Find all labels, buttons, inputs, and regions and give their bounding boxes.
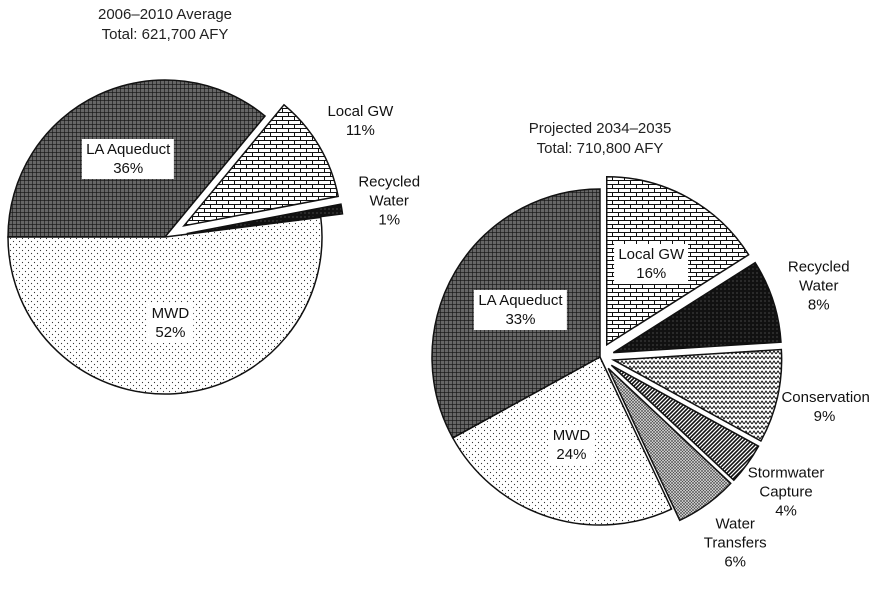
category-label: LA Aqueduct bbox=[478, 291, 563, 309]
value-label: 11% bbox=[345, 122, 375, 140]
value-label: 6% bbox=[724, 553, 747, 571]
slice-label: LA Aqueduct 36% bbox=[82, 138, 175, 179]
category-label: Recycled Water bbox=[787, 258, 850, 295]
category-label: Recycled Water bbox=[358, 173, 421, 210]
slice-label: MWD 52% bbox=[147, 303, 194, 344]
value-label: 1% bbox=[378, 211, 401, 229]
slice-label: Conservation 9% bbox=[781, 388, 870, 426]
chart-title: Projected 2034–2035 bbox=[528, 120, 672, 137]
pie-slice bbox=[612, 261, 782, 354]
category-label: Local GW bbox=[327, 103, 394, 121]
value-label: 24% bbox=[556, 445, 587, 463]
value-label: 8% bbox=[807, 296, 830, 314]
category-label: Conservation bbox=[781, 389, 870, 407]
slice-label: Local GW 16% bbox=[614, 243, 689, 284]
chart-title: 2006–2010 Average bbox=[97, 6, 233, 23]
category-label: LA Aqueduct bbox=[86, 140, 171, 158]
slice-label: MWD 24% bbox=[548, 424, 595, 465]
pie-slice bbox=[607, 367, 732, 522]
pie-slice bbox=[611, 348, 783, 443]
slice-label: Local GW 11% bbox=[317, 102, 403, 140]
category-label: MWD bbox=[552, 426, 591, 444]
slice-label: Recycled Water 8% bbox=[776, 257, 862, 314]
slice-label: Recycled Water 1% bbox=[346, 173, 432, 230]
category-label: Water Transfers bbox=[703, 515, 767, 552]
value-label: 33% bbox=[505, 310, 536, 328]
value-label: 52% bbox=[155, 324, 186, 342]
category-label: MWD bbox=[151, 305, 190, 323]
chart-subtitle: Total: 621,700 AFY bbox=[101, 26, 229, 43]
pie-slice bbox=[610, 364, 760, 482]
slice-label: Water Transfers 6% bbox=[692, 515, 778, 572]
chart-subtitle: Total: 710,800 AFY bbox=[536, 140, 664, 157]
slice-label: Stormwater Capture 4% bbox=[743, 464, 829, 521]
pie-slice bbox=[186, 203, 344, 235]
value-label: 16% bbox=[636, 264, 667, 282]
category-label: Stormwater Capture bbox=[747, 464, 825, 501]
pie-slice bbox=[182, 103, 340, 227]
value-label: 36% bbox=[113, 159, 144, 177]
value-label: 9% bbox=[813, 408, 836, 426]
slice-label: LA Aqueduct 33% bbox=[474, 289, 567, 330]
category-label: Local GW bbox=[618, 245, 685, 263]
value-label: 4% bbox=[775, 502, 797, 520]
